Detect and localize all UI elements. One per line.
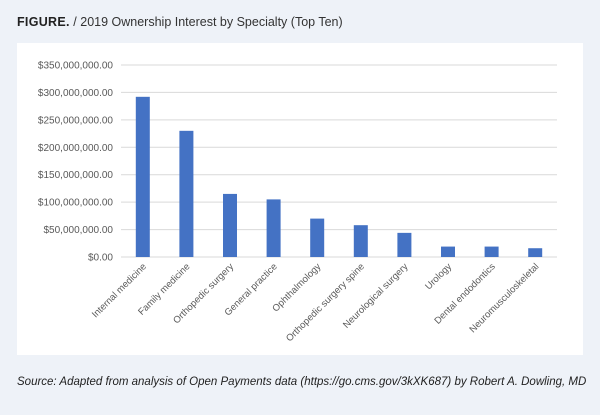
y-tick-label: $100,000,000.00 bbox=[38, 198, 114, 209]
bar-chart: $0.00 $50,000,000.00 $100,000,000.00 $150,0… bbox=[38, 61, 557, 344]
figure-header: FIGURE. / 2019 Ownership Interest by Spe… bbox=[17, 15, 343, 29]
y-tick-label: $200,000,000.00 bbox=[38, 143, 114, 154]
chart-panel: $0.00 $50,000,000.00 $100,000,000.00 $150,0… bbox=[17, 43, 583, 355]
y-tick-label: $150,000,000.00 bbox=[38, 170, 114, 181]
figure-title: 2019 Ownership Interest by Specialty (To… bbox=[80, 15, 343, 29]
bar bbox=[223, 193, 237, 257]
bar bbox=[179, 130, 194, 257]
bar bbox=[441, 246, 455, 257]
bar bbox=[528, 248, 543, 257]
source-note: Source: Adapted from analysis of Open Pa… bbox=[17, 376, 587, 388]
bar bbox=[310, 218, 325, 257]
bar bbox=[353, 225, 368, 257]
figure-label: FIGURE. bbox=[17, 15, 70, 29]
bar bbox=[266, 199, 281, 257]
y-tick-label: $250,000,000.00 bbox=[38, 115, 114, 126]
bar bbox=[484, 246, 499, 257]
y-tick-label: $0.00 bbox=[88, 253, 113, 264]
x-category-label: Orthopedic surgery spine bbox=[284, 261, 367, 344]
y-tick-label: $50,000,000.00 bbox=[43, 225, 113, 236]
x-category-label: Urology bbox=[423, 261, 454, 292]
bar bbox=[135, 96, 150, 257]
bar bbox=[397, 232, 412, 257]
y-tick-label: $300,000,000.00 bbox=[38, 88, 114, 99]
y-tick-label: $350,000,000.00 bbox=[38, 61, 114, 72]
figure-separator: / bbox=[73, 15, 77, 29]
